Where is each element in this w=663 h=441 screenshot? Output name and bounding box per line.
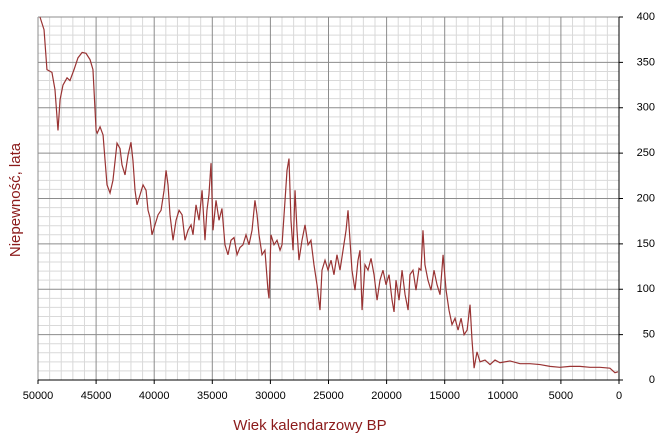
y-tick-label: 0 bbox=[649, 374, 655, 386]
x-tick-label: 0 bbox=[616, 390, 622, 402]
y-tick-label: 350 bbox=[637, 56, 655, 68]
y-tick-label: 150 bbox=[637, 238, 655, 250]
y-tick-label: 400 bbox=[637, 11, 655, 23]
x-tick-label: 35000 bbox=[197, 390, 228, 402]
x-tick-label: 25000 bbox=[313, 390, 344, 402]
x-tick-label: 15000 bbox=[429, 390, 460, 402]
x-tick-label: 50000 bbox=[23, 390, 54, 402]
y-tick-label: 50 bbox=[643, 329, 655, 341]
x-tick-label: 30000 bbox=[255, 390, 286, 402]
y-tick-label: 200 bbox=[637, 192, 655, 204]
x-tick-label: 45000 bbox=[81, 390, 112, 402]
y-tick-label: 100 bbox=[637, 283, 655, 295]
y-tick-label: 250 bbox=[637, 147, 655, 159]
y-axis-title: Niepewność, lata bbox=[7, 142, 24, 257]
data-line bbox=[39, 16, 619, 374]
x-tick-label: 10000 bbox=[488, 390, 519, 402]
x-tick-label: 20000 bbox=[371, 390, 402, 402]
x-tick-label: 40000 bbox=[139, 390, 170, 402]
y-tick-label: 300 bbox=[637, 102, 655, 114]
x-tick-label: 5000 bbox=[549, 390, 573, 402]
x-axis-title: Wiek kalendarzowy BP bbox=[233, 417, 386, 434]
